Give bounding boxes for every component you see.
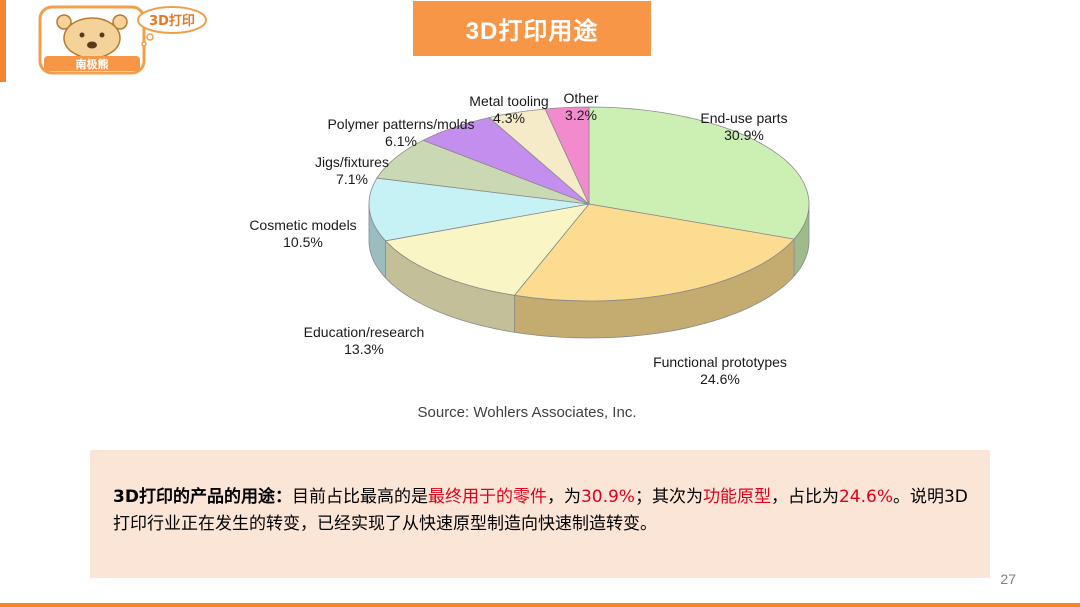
slice-value-4: 7.1% xyxy=(336,171,368,187)
pie-slice-7 xyxy=(544,106,590,205)
slice-value-3: 10.5% xyxy=(283,234,323,250)
summary-text-3: ；其次为 xyxy=(634,487,703,507)
slice-label-1: Functional prototypes xyxy=(653,354,787,370)
slice-label-5: Polymer patterns/molds xyxy=(327,116,474,132)
left-accent-bar xyxy=(0,0,6,82)
slice-label-2: Education/research xyxy=(304,324,425,340)
slice-label-6: Metal tooling xyxy=(469,93,548,109)
slice-value-0: 30.9% xyxy=(724,127,764,143)
summary-highlight-4: 24.6% xyxy=(838,487,893,507)
pie-slice-0 xyxy=(588,106,810,240)
slice-label-4: Jigs/fixtures xyxy=(315,154,389,170)
logo: 南极熊 3D打印 xyxy=(34,4,209,76)
logo-name: 南极熊 xyxy=(76,57,109,71)
slice-value-6: 4.3% xyxy=(493,110,525,126)
page-title: 3D打印用途 xyxy=(413,1,651,56)
summary-text-2: ，为 xyxy=(546,487,581,507)
pie-slice-2 xyxy=(384,203,590,296)
slice-value-2: 13.3% xyxy=(344,341,384,357)
chart-source: Source: Wohlers Associates, Inc. xyxy=(418,404,637,421)
summary-text-1: 目前占比最高的是 xyxy=(291,487,428,507)
summary-highlight-3: 功能原型 xyxy=(702,487,771,507)
slice-label-3: Cosmetic models xyxy=(249,217,356,233)
summary-highlight-1: 最终用于的零件 xyxy=(427,487,547,507)
pie-slice-1 xyxy=(513,203,795,302)
bear-logo-icon: 南极熊 3D打印 xyxy=(38,5,207,75)
slice-label-7: Other xyxy=(563,90,598,106)
summary-lead: 3D打印的产品的用途： xyxy=(113,487,292,507)
summary-text: 3D打印的产品的用途：目前占比最高的是最终用于的零件，为30.9%；其次为功能原… xyxy=(113,484,973,538)
bottom-accent-line xyxy=(0,603,1080,607)
summary-text-4: ，占比为 xyxy=(770,487,839,507)
slice-value-7: 3.2% xyxy=(565,107,597,123)
summary-box xyxy=(90,450,990,578)
summary-highlight-2: 30.9% xyxy=(580,487,635,507)
pie-tops xyxy=(368,106,810,302)
slice-value-5: 6.1% xyxy=(385,133,417,149)
summary-text-5: 。说明3D打印行业正在发生的转变，已经实现了从快速原型制造向快速制造转变。 xyxy=(113,487,968,534)
slice-value-1: 24.6% xyxy=(700,371,740,387)
page-number: 27 xyxy=(1000,571,1016,587)
slice-label-0: End-use parts xyxy=(700,110,787,126)
logo-badge: 3D打印 xyxy=(149,13,195,29)
pie-slice-3 xyxy=(368,177,590,242)
